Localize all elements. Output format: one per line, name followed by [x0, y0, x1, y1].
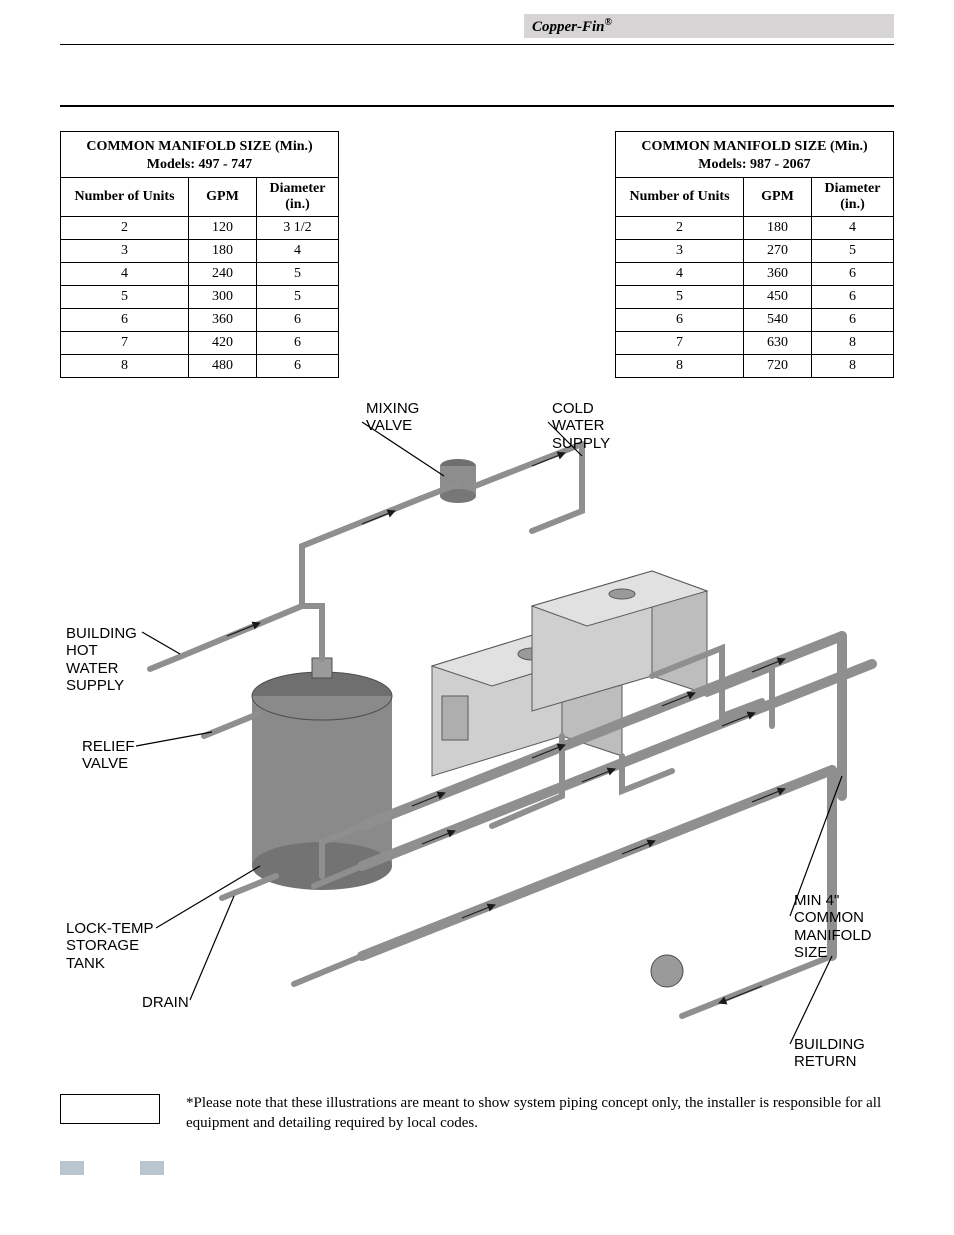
table-row: 63606 [61, 309, 339, 332]
table-left-col-units: Number of Units [61, 178, 189, 217]
table-right-col-gpm: GPM [744, 178, 812, 217]
table-row: 65406 [616, 309, 894, 332]
table-row: 21804 [616, 217, 894, 240]
table-right-col-dia: Diameter(in.) [812, 178, 894, 217]
table-right-title: COMMON MANIFOLD SIZE (Min.) Models: 987 … [616, 132, 894, 178]
manifold-table-left: COMMON MANIFOLD SIZE (Min.) Models: 497 … [60, 131, 339, 378]
table-row: 32705 [616, 240, 894, 263]
label-lock-temp: LOCK-TEMP STORAGE TANK [66, 920, 154, 972]
label-cold-water-supply: COLD WATER SUPPLY [552, 400, 610, 452]
table-left: COMMON MANIFOLD SIZE (Min.) Models: 497 … [60, 131, 339, 378]
section-title [60, 67, 894, 95]
label-drain: DRAIN [142, 994, 189, 1011]
page-number-row [60, 1161, 894, 1175]
table-left-title-l2: Models: 497 - 747 [147, 157, 252, 172]
table-row: 84806 [61, 355, 339, 378]
label-min-manifold: MIN 4" COMMON MANIFOLD SIZE [794, 892, 872, 961]
table-row: 53005 [61, 286, 339, 309]
notice-box [60, 1094, 160, 1124]
header-gray-stripe: Copper-Fin® [524, 14, 894, 38]
label-mixing-valve: MIXING VALVE [366, 400, 419, 435]
section-rule [60, 105, 894, 107]
footnote-text: *Please note that these illustrations ar… [186, 1094, 894, 1133]
page-number-box [60, 1161, 84, 1175]
table-right-title-l2: Models: 987 - 2067 [698, 157, 810, 172]
brand-name: Copper-Fin® [532, 17, 612, 36]
brand-text: Copper-Fin [532, 19, 605, 35]
table-row: 76308 [616, 332, 894, 355]
footnote-row: *Please note that these illustrations ar… [60, 1094, 894, 1133]
table-row: 87208 [616, 355, 894, 378]
table-row: 43606 [616, 263, 894, 286]
table-right: COMMON MANIFOLD SIZE (Min.) Models: 987 … [615, 131, 894, 378]
label-relief-valve: RELIEF VALVE [82, 738, 135, 773]
table-left-col-gpm: GPM [189, 178, 257, 217]
table-right-col-units: Number of Units [616, 178, 744, 217]
dia-word: Diameter [270, 181, 326, 196]
page-header: Copper-Fin® [0, 0, 954, 44]
table-right-title-l1: COMMON MANIFOLD SIZE (Min.) [641, 139, 867, 154]
label-building-return: BUILDING RETURN [794, 1036, 865, 1071]
tables-row: COMMON MANIFOLD SIZE (Min.) Models: 497 … [60, 131, 894, 378]
table-row: 21203 1/2 [61, 217, 339, 240]
manifold-table-right: COMMON MANIFOLD SIZE (Min.) Models: 987 … [615, 131, 894, 378]
dia-unit: (in.) [285, 197, 310, 212]
piping-svg: .pipe { stroke:#8f8f8f; stroke-width:6; … [62, 396, 892, 1076]
piping-diagram: MIXING VALVE COLD WATER SUPPLY BUILDING … [62, 396, 892, 1076]
label-building-hot: BUILDING HOT WATER SUPPLY [66, 625, 137, 694]
table-row: 42405 [61, 263, 339, 286]
table-left-title-l1: COMMON MANIFOLD SIZE (Min.) [86, 139, 312, 154]
table-row: 74206 [61, 332, 339, 355]
table-row: 54506 [616, 286, 894, 309]
brand-suffix: ® [605, 17, 612, 28]
table-left-col-dia: Diameter(in.) [257, 178, 339, 217]
page-number-box [140, 1161, 164, 1175]
table-row: 31804 [61, 240, 339, 263]
page-body: COMMON MANIFOLD SIZE (Min.) Models: 497 … [0, 45, 954, 1215]
table-left-title: COMMON MANIFOLD SIZE (Min.) Models: 497 … [61, 132, 339, 178]
